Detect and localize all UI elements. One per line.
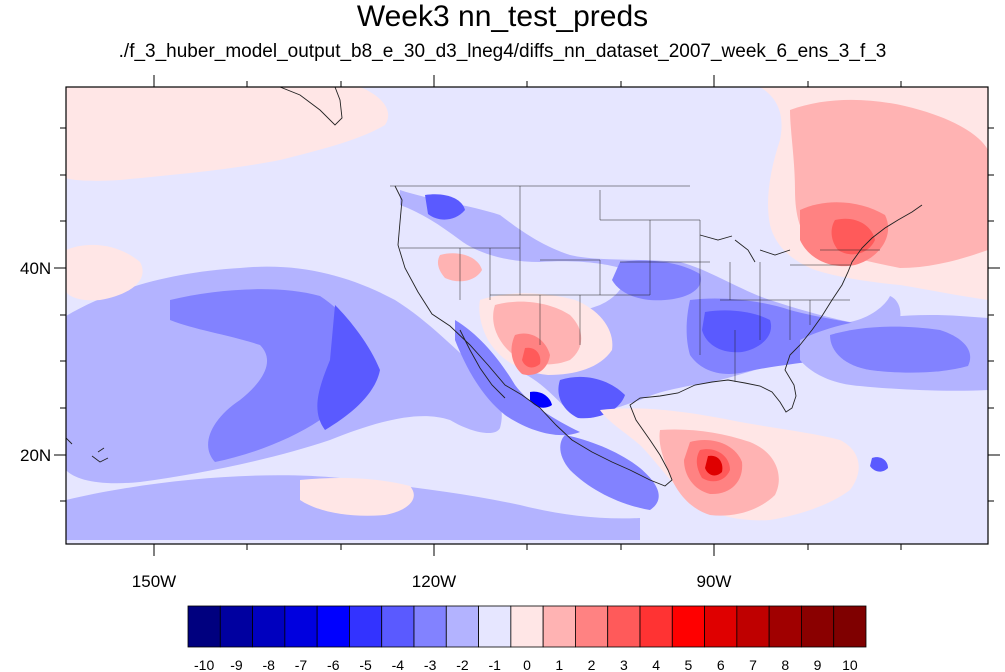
region-oregon-blue bbox=[425, 194, 465, 220]
region-gulf-of-mexico-blue bbox=[560, 435, 659, 510]
plot-subtitle: ./f_3_huber_model_output_b8_e_30_d3_lneg… bbox=[118, 41, 887, 62]
axis-ticks bbox=[54, 75, 1000, 556]
colorbar-swatch bbox=[575, 605, 609, 648]
region-tropical-east-pacific-light-red bbox=[300, 478, 414, 516]
colorbar-label: -8 bbox=[262, 657, 275, 672]
colorbar-swatch bbox=[478, 605, 512, 648]
colorbar-swatch bbox=[801, 605, 835, 648]
hawaii-coast bbox=[66, 437, 109, 463]
colorbar-swatch bbox=[607, 605, 641, 648]
colorbar-swatch bbox=[671, 605, 705, 648]
region-caribbean-blue bbox=[870, 457, 888, 472]
colorbar-swatch bbox=[445, 605, 479, 648]
colorbar-swatch bbox=[187, 605, 221, 648]
colorbar-swatch bbox=[736, 605, 770, 648]
colorbar-swatch bbox=[639, 605, 673, 648]
colorbar-swatch bbox=[833, 605, 867, 648]
region-tennessee-blue bbox=[702, 310, 772, 353]
lon-label-120w: 120W bbox=[412, 572, 456, 591]
region-north-pacific-light-red bbox=[66, 87, 389, 181]
lon-label-90w: 90W bbox=[697, 572, 732, 591]
region-central-america-dark-red bbox=[705, 455, 723, 476]
colorbar-label: -2 bbox=[456, 657, 469, 672]
colorbar-labels: -10 -9 -8 -7 -6 -5 -4 -3 -2 -1 0 1 2 3 4 5 6 7 8 9 10 bbox=[194, 657, 858, 672]
colorbar-swatch bbox=[284, 605, 318, 648]
region-baja-blue bbox=[455, 320, 580, 436]
colorbar-swatch bbox=[704, 605, 738, 648]
region-central-us-blue bbox=[612, 260, 701, 301]
colorbar-swatch bbox=[542, 605, 576, 648]
colorbar-label: -10 bbox=[194, 657, 214, 672]
baja-coast bbox=[459, 329, 506, 399]
alaska-coast bbox=[279, 87, 343, 126]
colorbar-label: -3 bbox=[424, 657, 437, 672]
region-mexico-dark-blue bbox=[530, 391, 552, 408]
colorbar-swatch bbox=[252, 605, 286, 648]
anomaly-field bbox=[66, 87, 988, 544]
colorbar-label: 3 bbox=[620, 657, 628, 672]
lat-label-40n: 40N bbox=[20, 259, 51, 278]
colorbar-swatch bbox=[413, 605, 447, 648]
colorbar-label: 0 bbox=[523, 657, 531, 672]
region-west-pacific-light-red bbox=[66, 244, 143, 301]
colorbar-swatch bbox=[510, 605, 544, 648]
colorbar-label: -9 bbox=[230, 657, 243, 672]
colorbar-label: 8 bbox=[781, 657, 789, 672]
colorbar-label: -4 bbox=[392, 657, 405, 672]
colorbar-label: 5 bbox=[685, 657, 693, 672]
colorbar bbox=[187, 605, 867, 648]
lon-label-150w: 150W bbox=[132, 572, 176, 591]
colorbar-swatch bbox=[316, 605, 350, 648]
region-atlantic-mid-blue bbox=[830, 326, 971, 373]
colorbar-swatch bbox=[381, 605, 415, 648]
colorbar-label: 9 bbox=[814, 657, 822, 672]
colorbar-label: 6 bbox=[717, 657, 725, 672]
colorbar-label: 10 bbox=[842, 657, 858, 672]
plot-title: Week3 nn_test_preds bbox=[356, 0, 649, 33]
colorbar-swatch bbox=[219, 605, 253, 648]
colorbar-label: -7 bbox=[295, 657, 308, 672]
state-borders bbox=[390, 185, 880, 382]
colorbar-label: 2 bbox=[588, 657, 596, 672]
colorbar-swatch bbox=[768, 605, 802, 648]
colorbar-label: 1 bbox=[555, 657, 563, 672]
colorbar-label: 7 bbox=[749, 657, 757, 672]
lat-label-20n: 20N bbox=[20, 446, 51, 465]
colorbar-label: 4 bbox=[652, 657, 660, 672]
region-texas-coast-blue bbox=[558, 376, 625, 419]
colorbar-label: -5 bbox=[359, 657, 372, 672]
region-pacific-blue bbox=[317, 305, 380, 430]
great-lakes bbox=[699, 234, 791, 263]
colorbar-label: -6 bbox=[327, 657, 340, 672]
region-sonora-red bbox=[522, 347, 541, 368]
colorbar-swatch bbox=[349, 605, 383, 648]
colorbar-label: -1 bbox=[488, 657, 501, 672]
